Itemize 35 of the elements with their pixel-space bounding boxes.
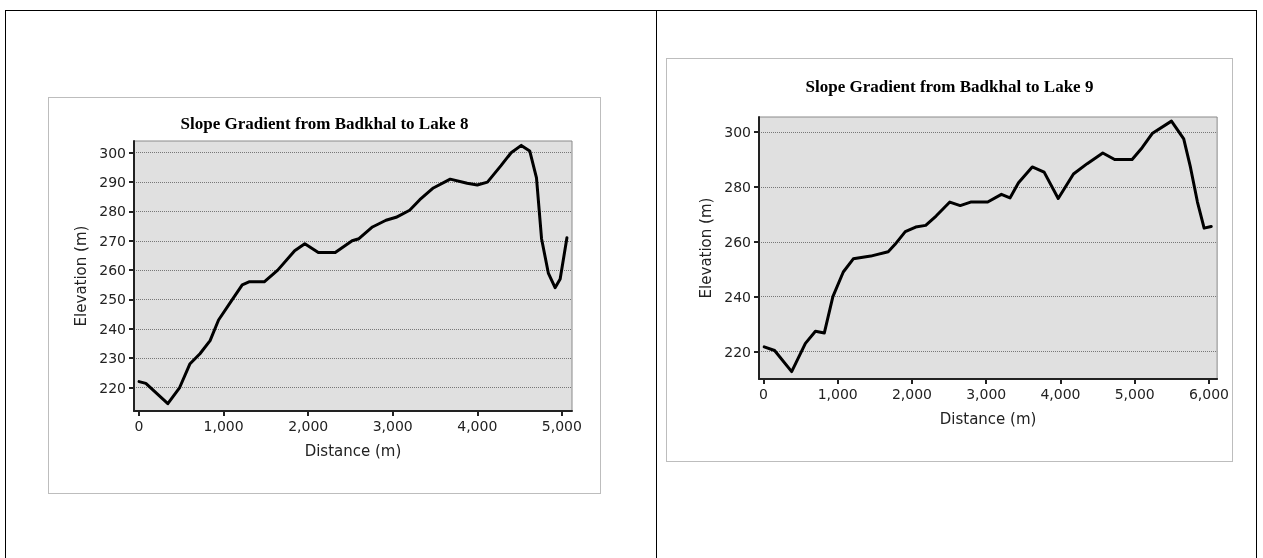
x-tick-label: 1,000: [203, 418, 244, 434]
y-tick-label: 270: [99, 232, 126, 249]
x-tick-label: 4,000: [457, 418, 498, 434]
line-series: [762, 119, 1213, 374]
x-tick-label: 3,000: [966, 386, 1007, 402]
x-tick-label: 0: [758, 386, 768, 402]
x-tick-label: 0: [134, 418, 144, 434]
y-tick-label: 280: [724, 178, 751, 195]
y-tick-label: 300: [724, 124, 751, 141]
x-tick-label: 5,000: [541, 418, 582, 434]
y-tick-label: 300: [99, 144, 126, 161]
chart-title: Slope Gradient from Badkhal to Lake 9: [805, 77, 1094, 96]
y-tick-label: 260: [724, 233, 751, 250]
y-tick-label: 260: [99, 262, 126, 279]
x-tick-label: 4,000: [1040, 386, 1081, 402]
line-series: [137, 143, 569, 406]
x-tick-label: 2,000: [891, 386, 932, 402]
x-tick-label: 1,000: [817, 386, 858, 402]
y-tick-label: 230: [99, 350, 126, 367]
chart-title: Slope Gradient from Badkhal to Lake 8: [180, 114, 469, 133]
y-axis-title: Elevation (m): [71, 225, 90, 327]
y-tick-label: 240: [99, 320, 126, 337]
y-tick-label: 250: [99, 291, 126, 308]
y-tick-label: 240: [724, 288, 751, 305]
x-tick-label: 5,000: [1114, 386, 1155, 402]
x-axis-title: Distance (m): [304, 441, 402, 460]
y-tick-label: 290: [99, 174, 126, 191]
x-tick-label: 3,000: [372, 418, 413, 434]
x-tick-label: 6,000: [1188, 386, 1230, 402]
y-tick-label: 220: [99, 379, 126, 396]
x-axis-title: Distance (m): [939, 409, 1037, 428]
y-tick-label: 280: [99, 203, 126, 220]
y-tick-label: 220: [724, 343, 751, 360]
y-axis-title: Elevation (m): [696, 197, 715, 299]
x-tick-label: 2,000: [288, 418, 329, 434]
